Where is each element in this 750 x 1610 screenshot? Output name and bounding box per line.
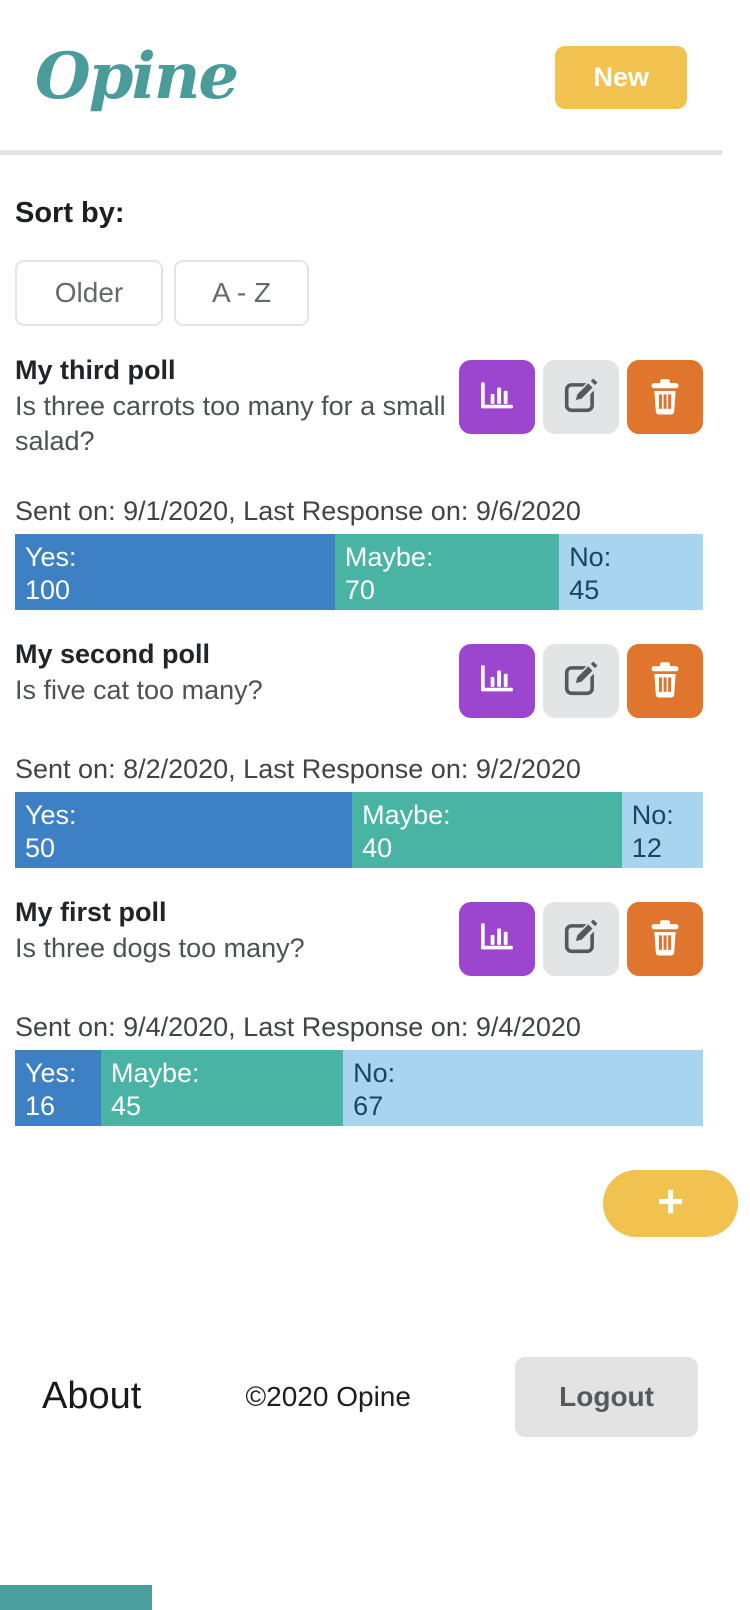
bar-chart-icon	[479, 663, 515, 698]
result-segment-maybe: Maybe: 40	[352, 791, 622, 868]
poll-card: My first poll Is three dogs too many?	[15, 896, 703, 1126]
poll-title: My third poll	[15, 355, 176, 385]
poll-meta: Sent on: 9/4/2020, Last Response on: 9/4…	[15, 1011, 581, 1042]
view-results-button[interactable]	[459, 643, 535, 718]
segment-label: Maybe:	[362, 799, 451, 830]
opine-logo[interactable]: Opine	[35, 39, 239, 114]
poll-card: My second poll Is five cat too many?	[15, 638, 703, 868]
delete-poll-button[interactable]	[627, 643, 703, 718]
sort-by-label: Sort by:	[15, 197, 125, 229]
segment-value: 100	[25, 574, 71, 605]
add-poll-fab[interactable]: +	[603, 1169, 738, 1237]
segment-label: No:	[631, 799, 674, 830]
segment-value: 45	[111, 1090, 142, 1121]
segment-label: No:	[353, 1057, 396, 1088]
poll-result-bar: Yes: 16 Maybe: 45 No: 67	[15, 1049, 703, 1126]
result-segment-yes: Yes: 100	[15, 533, 335, 610]
poll-question: Is five cat too many?	[15, 674, 263, 705]
poll-list: Sort by: Older A - Z My third poll Is th…	[0, 197, 750, 1237]
edit-poll-button[interactable]	[543, 643, 619, 718]
result-segment-no: No: 45	[559, 533, 703, 610]
trash-icon	[648, 660, 682, 701]
poll-actions	[459, 638, 703, 718]
segment-label: Yes:	[25, 1057, 77, 1088]
poll-actions	[459, 896, 703, 976]
segment-label: No:	[569, 541, 612, 572]
edit-icon	[563, 659, 601, 700]
result-segment-no: No: 67	[343, 1049, 703, 1126]
poll-question: Is three carrots too many for a small sa…	[15, 391, 446, 457]
segment-value: 45	[569, 574, 600, 605]
edit-icon	[563, 375, 601, 417]
result-segment-maybe: Maybe: 45	[101, 1049, 344, 1126]
segment-value: 67	[353, 1090, 384, 1121]
segment-value: 12	[631, 832, 662, 863]
poll-meta: Sent on: 8/2/2020, Last Response on: 9/2…	[15, 753, 581, 784]
bar-chart-icon	[479, 921, 515, 956]
segment-label: Maybe:	[111, 1057, 200, 1088]
header-divider	[0, 150, 722, 155]
poll-question: Is three dogs too many?	[15, 932, 305, 963]
edit-poll-button[interactable]	[543, 360, 619, 434]
result-segment-maybe: Maybe: 70	[334, 533, 560, 610]
poll-meta: Sent on: 9/1/2020, Last Response on: 9/6…	[15, 495, 581, 526]
segment-value: 70	[344, 574, 375, 605]
new-poll-button[interactable]: New	[555, 45, 687, 109]
segment-label: Maybe:	[344, 541, 434, 572]
app-footer: About ©2020 Opine Logout	[0, 1356, 750, 1437]
poll-title: My second poll	[15, 638, 211, 669]
segment-value: 40	[362, 832, 393, 863]
segment-label: Yes:	[25, 541, 77, 572]
view-results-button[interactable]	[459, 901, 535, 976]
sort-older-button[interactable]: Older	[15, 260, 163, 326]
poll-result-bar: Yes: 50 Maybe: 40 No: 12	[15, 791, 703, 868]
delete-poll-button[interactable]	[627, 901, 703, 976]
logout-button[interactable]: Logout	[515, 1356, 698, 1437]
sort-controls: Older A - Z	[15, 260, 750, 326]
trash-icon	[648, 918, 682, 959]
result-segment-yes: Yes: 50	[15, 791, 353, 868]
about-link[interactable]: About	[42, 1375, 142, 1418]
poll-title: My first poll	[15, 896, 167, 927]
poll-actions	[459, 354, 703, 434]
partial-bottom-teal-element	[0, 1585, 152, 1610]
sort-az-button[interactable]: A - Z	[174, 260, 309, 326]
copyright-text: ©2020 Opine	[245, 1380, 411, 1412]
result-segment-yes: Yes: 16	[15, 1049, 101, 1126]
edit-poll-button[interactable]	[543, 901, 619, 976]
trash-icon	[648, 377, 682, 418]
view-results-button[interactable]	[459, 360, 535, 434]
delete-poll-button[interactable]	[627, 360, 703, 434]
segment-value: 16	[25, 1090, 56, 1121]
segment-label: Yes:	[25, 799, 77, 830]
result-segment-no: No: 12	[621, 791, 703, 868]
poll-result-bar: Yes: 100 Maybe: 70 No: 45	[15, 533, 703, 610]
poll-card: My third poll Is three carrots too many …	[15, 354, 703, 610]
plus-icon: +	[657, 1174, 684, 1227]
segment-value: 50	[25, 832, 56, 863]
bar-chart-icon	[479, 380, 515, 415]
app-header: Opine New	[0, 0, 750, 150]
edit-icon	[563, 917, 601, 958]
